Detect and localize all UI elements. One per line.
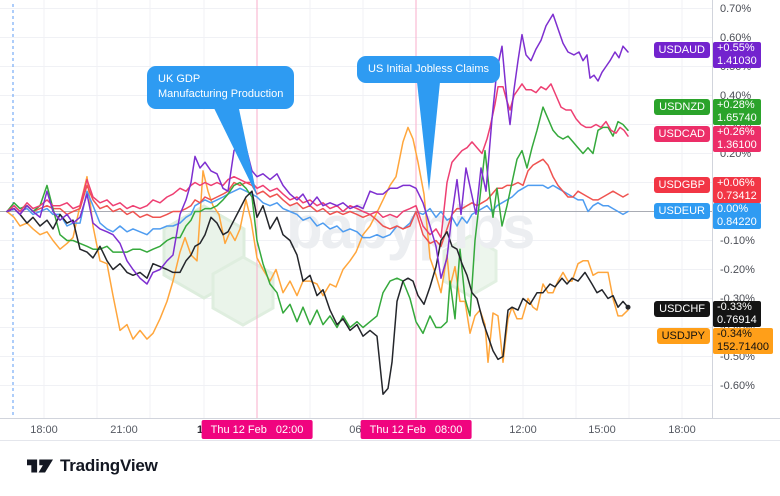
badge-price: 1.41030 <box>717 55 757 67</box>
badge-price: 0.84220 <box>717 216 757 228</box>
series-badges-layer: USDAUD +0.55% 1.41030 USDNZD +0.28% 1.65740 US… <box>653 42 773 354</box>
series-line-USDCAD[interactable] <box>6 83 629 239</box>
badge-price: 0.73412 <box>717 190 757 202</box>
callout-text-line: UK GDP <box>158 73 201 85</box>
badge-change-pct: +0.06% <box>717 177 755 189</box>
tradingview-logo-text: TradingView <box>60 456 158 475</box>
pair-label-USDCAD[interactable]: USDCAD <box>653 126 710 142</box>
price-tick-label: -0.60% <box>720 379 755 392</box>
price-badge-USDCAD[interactable]: +0.26% 1.36100 <box>713 126 761 152</box>
series-line-USDAUD[interactable] <box>6 13 629 285</box>
time-tick-label: 18:00 <box>30 423 58 436</box>
event-badge-time: 08:00 <box>434 423 463 436</box>
badge-change-pct: +0.26% <box>717 126 755 138</box>
badge-change-pct: 0.00% <box>717 203 749 215</box>
badge-price: 1.65740 <box>717 112 757 124</box>
badge-change-pct: +0.55% <box>717 42 755 54</box>
callout-uk-gdp[interactable]: UK GDP Manufacturing Production <box>147 66 295 109</box>
last-price-dot-USDCHF <box>625 304 631 310</box>
pair-label-USDJPY[interactable]: USDJPY <box>656 328 710 344</box>
event-badge-date: Thu 12 Feb <box>369 423 426 436</box>
event-time-badge[interactable]: Thu 12 Feb 08:00 <box>360 420 472 439</box>
chart-canvas[interactable]: babypips UK GDP Manufacturing Production… <box>0 0 712 418</box>
series-line-USDNZD[interactable] <box>6 106 629 335</box>
pair-label-USDAUD[interactable]: USDAUD <box>653 42 710 58</box>
badge-price: 0.76914 <box>717 314 757 326</box>
price-badge-USDNZD[interactable]: +0.28% 1.65740 <box>713 99 761 125</box>
price-badge-USDJPY[interactable]: -0.34% 152.71400 <box>713 328 773 354</box>
time-tick-label: 21:00 <box>110 423 138 436</box>
pair-label-USDNZD[interactable]: USDNZD <box>654 99 710 115</box>
price-tick-label: 0.40% <box>720 89 752 102</box>
watermark-text: babypips <box>286 194 533 261</box>
price-tick-label: 0.60% <box>720 31 752 44</box>
price-tick-label: 0.70% <box>720 2 752 15</box>
chart-plot[interactable]: babypips <box>0 0 712 418</box>
event-badge-date: Thu 12 Feb <box>210 423 267 436</box>
badge-change-pct: +0.28% <box>717 99 755 111</box>
callout-text-line: Manufacturing Production <box>158 88 284 101</box>
time-tick-label: 18:00 <box>668 423 696 436</box>
price-tick-label: -0.20% <box>720 263 755 276</box>
pair-label-USDEUR[interactable]: USDEUR <box>653 203 710 219</box>
series-line-USDCHF[interactable] <box>6 190 629 395</box>
event-time-badge[interactable]: Thu 12 Feb 02:00 <box>201 420 313 439</box>
badge-price: 1.36100 <box>717 139 757 151</box>
callout-text-line: US Initial Jobless Claims <box>368 63 490 75</box>
badge-change-pct: -0.33% <box>717 301 752 313</box>
price-badge-USDAUD[interactable]: +0.55% 1.41030 <box>713 42 761 68</box>
badge-price: 152.71400 <box>717 341 769 353</box>
tradingview-logo-icon <box>27 459 53 473</box>
price-badge-USDCHF[interactable]: -0.33% 0.76914 <box>713 301 761 327</box>
time-tick-label: 12:00 <box>509 423 537 436</box>
series-line-USDEUR[interactable] <box>6 184 629 239</box>
event-badge-time: 02:00 <box>275 423 304 436</box>
tradingview-attribution[interactable]: TradingView <box>27 455 158 477</box>
pair-label-USDCHF[interactable]: USDCHF <box>654 301 710 317</box>
series-line-USDGBP[interactable] <box>6 158 629 248</box>
badge-change-pct: -0.34% <box>717 328 752 340</box>
price-badge-USDGBP[interactable]: +0.06% 0.73412 <box>713 177 761 203</box>
price-tick-label: -0.10% <box>720 234 755 247</box>
time-tick-label: 15:00 <box>588 423 616 436</box>
callout-jobless-claims[interactable]: US Initial Jobless Claims <box>357 56 501 84</box>
series-line-USDJPY[interactable] <box>6 126 629 364</box>
pair-label-USDGBP[interactable]: USDGBP <box>653 177 710 193</box>
price-badge-USDEUR[interactable]: 0.00% 0.84220 <box>713 203 761 229</box>
